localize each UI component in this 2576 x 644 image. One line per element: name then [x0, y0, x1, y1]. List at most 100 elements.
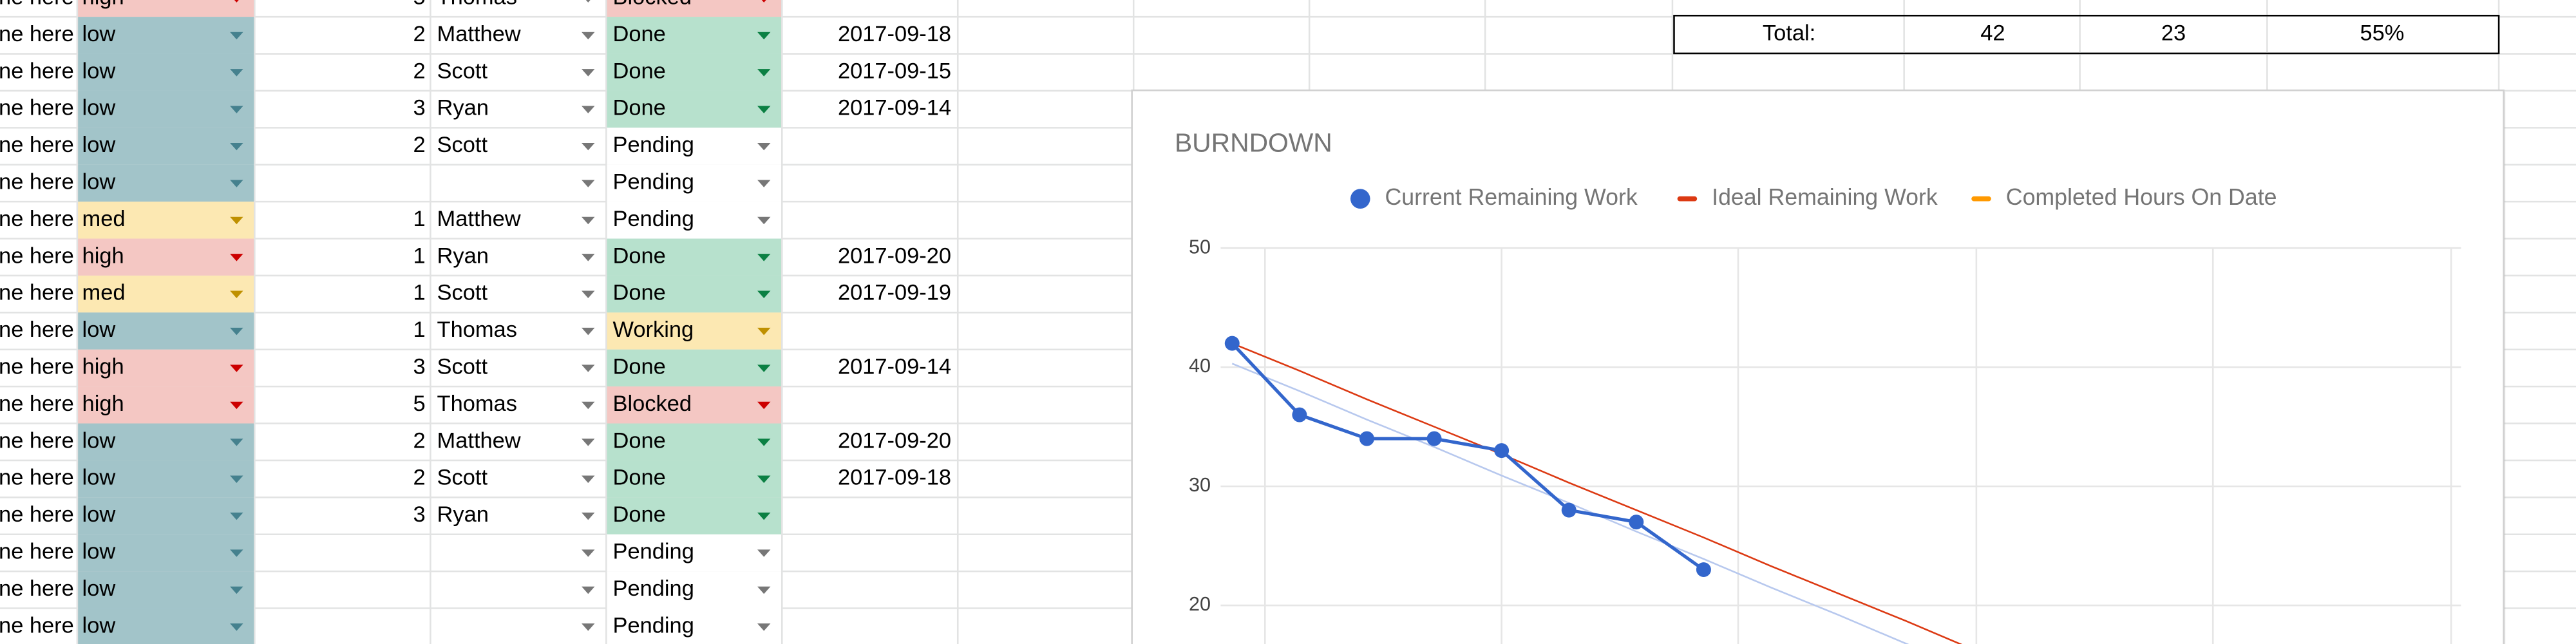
dropdown-arrow: [757, 290, 771, 299]
summary-box: [1673, 14, 2500, 55]
priority-cell: [77, 17, 255, 54]
dropdown-arrow: [230, 254, 243, 261]
y-tick-label: 40: [1189, 355, 1211, 377]
status-text: Pending: [613, 133, 694, 157]
priority-text: low: [82, 466, 116, 490]
dropdown-arrow: [582, 327, 595, 336]
status-cell: [606, 571, 782, 609]
estimate-text: 2: [413, 133, 426, 157]
priority-cell: [77, 497, 255, 535]
dropdown-arrow: [582, 216, 595, 225]
plot-area: [1224, 336, 1963, 644]
dropdown-arrow: [582, 623, 595, 631]
dropdown-arrow: [230, 586, 243, 594]
owner-text: Scott: [437, 59, 488, 83]
owner-text: Matthew: [437, 22, 521, 46]
status-text: Blocked: [613, 392, 692, 416]
estimate-text: 3: [413, 355, 426, 379]
estimate-text: 3: [413, 96, 426, 120]
dropdown-arrow: [234, 0, 239, 3]
status-cell: [606, 238, 782, 276]
priority-text: low: [82, 170, 116, 194]
cell-text: ne here: [0, 96, 74, 120]
owner-text: Ryan: [437, 243, 489, 268]
priority-text: med: [82, 281, 126, 305]
dropdown-arrow: [757, 401, 771, 410]
priority-text: low: [82, 613, 116, 638]
legend-symbol: [1350, 189, 1370, 209]
owner-text: Scott: [437, 281, 488, 305]
y-tick-label: 50: [1189, 236, 1211, 258]
cell-text: ne here: [0, 170, 74, 194]
dropdown-arrow: [582, 549, 595, 557]
chart: BURNDOWN 01020304050Current Remaining Wo…: [1131, 90, 2506, 644]
status-text: Done: [613, 22, 666, 46]
cell-text: ne here: [0, 133, 74, 157]
estimate-text: 3: [413, 502, 426, 527]
data-point: [1561, 502, 1577, 518]
priority-text: low: [82, 59, 116, 83]
priority-cell: [77, 312, 255, 350]
priority-text: low: [82, 540, 116, 564]
dropdown-arrow: [582, 512, 595, 520]
priority-cell: [77, 275, 255, 313]
y-tick-label: 20: [1189, 593, 1211, 615]
status-cell: [606, 423, 782, 460]
priority-text: high: [82, 0, 124, 10]
estimate-text: 2: [413, 466, 426, 490]
status-cell: [606, 460, 782, 498]
cell-text: ne here: [0, 392, 74, 416]
priority-text: low: [82, 317, 116, 342]
cell-text: ne here: [0, 576, 74, 601]
priority-text: low: [82, 22, 116, 46]
priority-text: low: [82, 576, 116, 601]
status-cell: [606, 349, 782, 387]
cell-text: ne here: [0, 22, 74, 46]
dropdown-arrow: [757, 69, 771, 77]
status-text: Working: [613, 317, 694, 342]
estimate-text: 2: [413, 59, 426, 83]
dropdown-arrow: [230, 365, 243, 372]
owner-text: Thomas: [437, 392, 517, 416]
dropdown-arrow: [757, 439, 771, 446]
estimate-text: 5: [413, 392, 426, 416]
cell-text: ne here: [0, 317, 74, 342]
dropdown-arrow: [757, 327, 771, 336]
summary-cell: 42: [1980, 21, 2005, 46]
dropdown-arrow: [230, 69, 243, 77]
status-cell: [606, 312, 782, 350]
estimate-text: 1: [413, 243, 426, 268]
dropdown-arrow: [761, 0, 766, 3]
dropdown-arrow: [582, 290, 595, 299]
priority-cell: [77, 460, 255, 498]
data-point: [1629, 515, 1644, 530]
cell-text: ne here: [0, 613, 74, 638]
dropdown-arrow: [230, 623, 243, 631]
data-point: [1696, 562, 1711, 578]
status-cell: [606, 0, 782, 17]
status-cell: [606, 90, 782, 128]
status-cell: [606, 202, 782, 239]
legend-label: Completed Hours On Date: [2006, 184, 2277, 210]
status-text: Done: [613, 96, 666, 120]
estimate-text: 2: [413, 428, 426, 453]
estimate-text: 5: [413, 0, 426, 10]
dropdown-arrow: [757, 254, 771, 261]
priority-cell: [77, 238, 255, 276]
priority-text: high: [82, 392, 124, 416]
series-line: [1231, 342, 1963, 644]
legend-label: Current Remaining Work: [1385, 184, 1638, 210]
status-text: Pending: [613, 540, 694, 564]
priority-cell: [77, 90, 255, 128]
priority-cell: [77, 534, 255, 572]
date-text: 2017-09-20: [838, 243, 951, 268]
dropdown-arrow: [757, 180, 771, 187]
estimate-text: 1: [413, 317, 426, 342]
cell-text: ne here: [0, 0, 74, 10]
priority-cell: [77, 423, 255, 460]
priority-text: low: [82, 428, 116, 453]
priority-cell: [77, 202, 255, 239]
owner-text: Scott: [437, 133, 488, 157]
priority-text: high: [82, 243, 124, 268]
